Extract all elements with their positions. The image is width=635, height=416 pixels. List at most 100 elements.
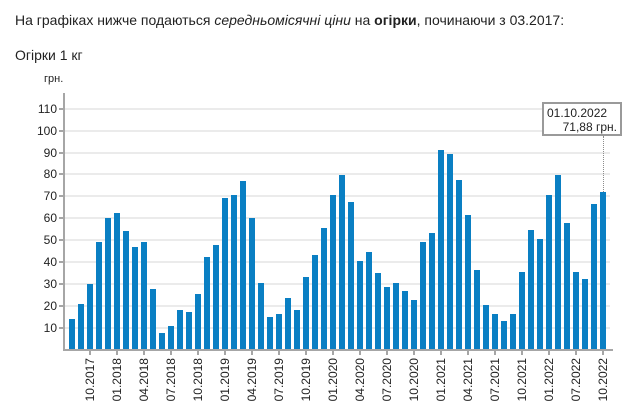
bar[interactable] (78, 304, 84, 350)
bar[interactable] (366, 252, 372, 350)
x-tick-label: 10.2019 (299, 358, 313, 402)
bar[interactable] (600, 192, 606, 350)
bar[interactable] (492, 313, 498, 350)
y-tick-label: 10 (43, 320, 57, 335)
bar[interactable] (339, 175, 345, 350)
bar[interactable] (69, 318, 75, 350)
bar[interactable] (303, 277, 309, 350)
bar[interactable] (96, 242, 102, 350)
x-tick-mark (197, 351, 199, 355)
bar[interactable] (483, 304, 489, 350)
intro-suffix: , починаючи з 03.2017: (416, 12, 565, 28)
x-tick-label: 07.2020 (380, 358, 394, 402)
bar[interactable] (87, 284, 93, 350)
bar[interactable] (141, 242, 147, 350)
data-tooltip: 01.10.2022 71,88 грн. (542, 102, 622, 136)
x-tick-label: 10.2020 (407, 358, 421, 402)
bar[interactable] (204, 256, 210, 350)
bar[interactable] (231, 195, 237, 350)
bar[interactable] (321, 227, 327, 350)
bar[interactable] (177, 310, 183, 350)
x-tick-mark (440, 351, 442, 355)
bar[interactable] (276, 313, 282, 350)
bar[interactable] (420, 241, 426, 350)
x-tick-label: 01.2021 (434, 358, 448, 402)
x-tick-mark (602, 351, 604, 355)
bar[interactable] (348, 201, 354, 350)
bar[interactable] (591, 204, 597, 350)
bar[interactable] (546, 195, 552, 350)
bar[interactable] (465, 214, 471, 350)
bar[interactable] (267, 317, 273, 350)
bar[interactable] (537, 238, 543, 350)
tooltip-connector-line (602, 136, 604, 193)
bar[interactable] (582, 278, 588, 350)
bar[interactable] (429, 232, 435, 350)
intro-text: На графіках нижче подаються середньоміся… (15, 12, 564, 28)
x-tick-mark (548, 351, 550, 355)
bar[interactable] (312, 254, 318, 350)
x-tick-label: 01.2022 (542, 358, 556, 402)
gridline (65, 304, 610, 307)
bar[interactable] (528, 229, 534, 350)
bar[interactable] (285, 297, 291, 350)
bar[interactable] (555, 174, 561, 350)
y-tick-mark (59, 107, 64, 110)
bar[interactable] (402, 291, 408, 350)
y-tick-label: 20 (43, 298, 57, 313)
bar[interactable] (222, 197, 228, 350)
bar[interactable] (393, 283, 399, 350)
bar[interactable] (357, 261, 363, 350)
bar[interactable] (168, 326, 174, 350)
x-tick-mark (521, 351, 523, 355)
bar[interactable] (330, 195, 336, 350)
bar[interactable] (114, 212, 120, 350)
bar[interactable] (384, 287, 390, 350)
y-tick-label: 100 (36, 123, 57, 138)
y-tick-mark (59, 173, 64, 176)
tooltip-date: 01.10.2022 (547, 106, 608, 120)
bar[interactable] (438, 150, 444, 350)
bar[interactable] (195, 294, 201, 350)
x-tick-mark (116, 351, 118, 355)
intro-product: огірки (374, 12, 417, 28)
x-tick-label: 07.2022 (569, 358, 583, 402)
x-tick-label: 04.2021 (461, 358, 475, 402)
bar[interactable] (240, 180, 246, 350)
bar[interactable] (474, 269, 480, 350)
y-tick-label: 60 (43, 211, 57, 226)
bar[interactable] (447, 154, 453, 350)
bar[interactable] (213, 244, 219, 350)
y-tick-mark (59, 129, 64, 132)
bar[interactable] (375, 272, 381, 350)
bar[interactable] (249, 217, 255, 350)
bar[interactable] (150, 289, 156, 350)
x-tick-label: 10.2018 (191, 358, 205, 402)
x-tick-mark (386, 351, 388, 355)
bar[interactable] (294, 310, 300, 350)
bar[interactable] (105, 217, 111, 350)
bar[interactable] (519, 271, 525, 350)
y-tick-label: 30 (43, 276, 57, 291)
tooltip-value: 71,88 грн. (562, 120, 617, 134)
bar[interactable] (411, 300, 417, 350)
y-tick-label: 90 (43, 145, 57, 160)
bar[interactable] (456, 179, 462, 350)
y-tick-label: 80 (43, 167, 57, 182)
bar[interactable] (510, 314, 516, 350)
bar[interactable] (501, 320, 507, 350)
bar[interactable] (132, 246, 138, 350)
bar[interactable] (186, 311, 192, 350)
bar[interactable] (573, 271, 579, 350)
y-tick-label: 50 (43, 233, 57, 248)
bar[interactable] (159, 332, 165, 350)
bar[interactable] (123, 230, 129, 350)
intro-prefix: На графіках нижче подаються (15, 12, 215, 28)
x-tick-label: 01.2018 (110, 358, 124, 402)
bar[interactable] (258, 283, 264, 350)
x-tick-label: 07.2021 (488, 358, 502, 402)
x-tick-mark (332, 351, 334, 355)
bar[interactable] (564, 222, 570, 350)
intro-middle: на (350, 12, 375, 28)
